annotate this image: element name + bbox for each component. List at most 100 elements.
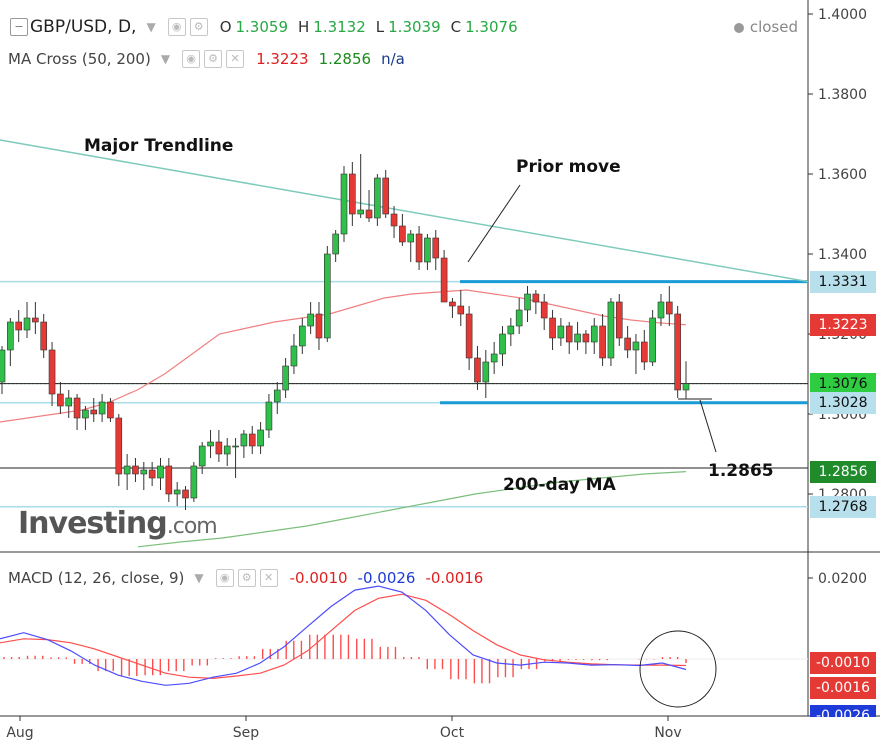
candle-body	[140, 469, 148, 475]
candle-body	[640, 341, 648, 363]
annotation-trendline: Major Trendline	[84, 136, 234, 156]
chevron-down-icon[interactable]: ▼	[194, 571, 204, 585]
price-box: 1.3076	[810, 372, 876, 395]
candle-body	[515, 309, 523, 327]
candle-body	[190, 465, 198, 499]
eye-icon[interactable]: ◉	[215, 569, 234, 587]
price-box: 1.2768	[810, 495, 876, 518]
candle-body	[307, 313, 314, 327]
ohlc-close-value: 1.3076	[465, 18, 518, 36]
candle-body	[73, 397, 81, 419]
candle-body	[499, 333, 506, 355]
ohlc-high-key: H	[298, 18, 310, 36]
candle-body	[182, 489, 189, 499]
candle-body	[165, 465, 173, 495]
ohlc-low-value: 1.3039	[388, 18, 441, 36]
candle-body	[57, 393, 64, 407]
candle-body	[557, 325, 565, 339]
candle-body	[424, 237, 431, 263]
gear-icon[interactable]: ⚙	[189, 18, 208, 36]
close-icon[interactable]: ✕	[226, 50, 245, 68]
candle-body	[540, 301, 548, 319]
eye-icon[interactable]: ◉	[167, 18, 186, 36]
candle-body	[82, 409, 89, 419]
price-tick-label: 1.3400	[818, 247, 867, 263]
annotation-prior-move: Prior move	[516, 157, 621, 177]
macd-value-box: -0.0016	[810, 677, 876, 699]
eye-icon[interactable]: ◉	[182, 50, 201, 68]
candle-body	[432, 237, 440, 259]
ma-legend: MA Cross (50, 200) ▼ ◉ ⚙ ✕ 1.3223 1.2856…	[8, 50, 405, 68]
candle-body	[482, 361, 490, 383]
candle-body	[248, 433, 256, 447]
candle-body	[32, 317, 39, 323]
candle-body	[649, 317, 656, 363]
market-status-text: closed	[749, 18, 798, 36]
candle-body	[0, 349, 6, 383]
macd-tick-label: 0.0200	[818, 571, 867, 587]
candle-body	[324, 253, 331, 339]
candle-body	[340, 173, 348, 235]
candle-body	[40, 321, 48, 351]
ohlc-close-key: C	[450, 18, 462, 36]
close-icon[interactable]: ✕	[259, 569, 278, 587]
market-status-badge: closed	[733, 18, 798, 36]
candle-body	[374, 177, 381, 219]
logo-brand: Investing	[18, 506, 168, 541]
candle-body	[682, 383, 690, 391]
price-tick-label: 1.4000	[818, 7, 867, 23]
candle-body	[624, 337, 631, 351]
logo-domain: .com	[166, 514, 218, 539]
candle-body	[232, 445, 239, 448]
macd-hist-value: -0.0010	[289, 569, 348, 587]
ohlc-open-value: 1.3059	[235, 18, 289, 36]
macd-value-box: -0.0010	[810, 652, 876, 674]
investing-logo: Investing.com	[18, 506, 218, 541]
price-tick-label: 1.3600	[818, 167, 867, 183]
candle-body	[15, 321, 22, 331]
candle-body	[223, 445, 231, 455]
chevron-down-icon[interactable]: ▼	[160, 52, 171, 66]
candle-body	[532, 293, 540, 303]
time-tick-label: Nov	[654, 725, 681, 741]
price-box: 1.3331	[810, 270, 876, 293]
candle-body	[490, 353, 498, 363]
candle-body	[107, 401, 114, 419]
candle-body	[399, 225, 406, 243]
gear-icon[interactable]: ⚙	[204, 50, 223, 68]
ohlc-open-key: O	[219, 18, 232, 36]
macd-legend-label: MACD (12, 26, close, 9)	[8, 569, 185, 587]
gear-icon[interactable]: ⚙	[237, 569, 256, 587]
annotation-200ma: 200-day MA	[503, 475, 616, 495]
macd-signal-line	[0, 593, 687, 680]
candle-body	[415, 233, 423, 263]
collapse-icon[interactable]: −	[10, 18, 28, 36]
candle-body	[449, 301, 456, 307]
candle-body	[474, 357, 481, 383]
symbol-title: GBP/USD, D,	[30, 17, 137, 37]
candle-body	[173, 489, 181, 495]
ma-na-value: n/a	[381, 50, 405, 68]
chevron-down-icon[interactable]: ▼	[146, 20, 156, 34]
candle-body	[132, 465, 139, 475]
candle-body	[148, 469, 156, 479]
candle-body	[215, 441, 223, 455]
candle-body	[282, 365, 289, 391]
header-legend: − GBP/USD, D, ▼ ◉ ⚙ O 1.3059 H 1.3132 L …	[8, 17, 518, 37]
major-trendline	[0, 139, 809, 283]
candle-body	[457, 305, 465, 315]
candle-body	[666, 301, 673, 315]
candle-body	[257, 429, 264, 447]
ma200-line	[137, 471, 687, 548]
candle-body	[290, 345, 298, 367]
candle-body	[207, 441, 214, 447]
price-box: 1.3028	[810, 391, 876, 414]
candle-body	[507, 325, 515, 335]
candle-body	[574, 333, 581, 343]
ohlc-high-value: 1.3132	[313, 18, 366, 36]
candle-body	[123, 465, 131, 475]
price-box: 1.3223	[810, 313, 876, 336]
